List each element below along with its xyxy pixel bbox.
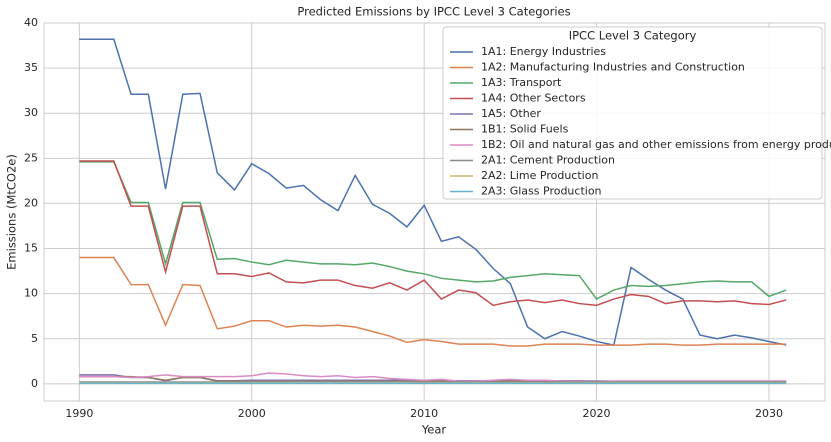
legend-box — [442, 26, 823, 200]
legend-label: 2A2: Lime Production — [481, 169, 598, 182]
series-line — [79, 256, 787, 347]
y-tick-label: 20 — [24, 196, 38, 209]
series-line — [79, 38, 787, 346]
legend-label: 1B1: Solid Fuels — [481, 123, 569, 136]
x-tick-label: 2030 — [755, 407, 783, 420]
y-tick-label: 40 — [24, 16, 38, 29]
y-tick-label: 10 — [24, 287, 38, 300]
x-tick-label: 2020 — [583, 407, 611, 420]
y-tick-label: 25 — [24, 151, 38, 164]
y-tick-label: 30 — [24, 106, 38, 119]
series-line — [79, 161, 787, 301]
legend-label: 1A3: Transport — [481, 76, 562, 89]
series-line — [79, 160, 787, 307]
x-tick-label: 1990 — [65, 407, 93, 420]
legend-label: 1B2: Oil and natural gas and other emiss… — [481, 138, 831, 151]
legend-label: 1A1: Energy Industries — [481, 45, 606, 58]
legend-label: 1A5: Other — [481, 107, 541, 120]
y-tick-label: 0 — [31, 377, 38, 390]
y-tick-label: 5 — [31, 332, 38, 345]
legend-label: 1A2: Manufacturing Industries and Constr… — [481, 61, 745, 74]
y-axis-label: Emissions (MtCO2e) — [5, 154, 19, 270]
legend-label: 2A1: Cement Production — [481, 154, 615, 167]
legend-label: 2A3: Glass Production — [481, 185, 602, 198]
series-line — [79, 372, 787, 383]
x-axis-label: Year — [421, 423, 447, 437]
chart-title: Predicted Emissions by IPCC Level 3 Cate… — [297, 5, 570, 19]
x-tick-label: 2000 — [238, 407, 266, 420]
legend-title: IPCC Level 3 Category — [569, 29, 697, 43]
y-tick-label: 35 — [24, 61, 38, 74]
x-tick-label: 2010 — [410, 407, 438, 420]
y-tick-label: 15 — [24, 242, 38, 255]
legend-label: 1A4: Other Sectors — [481, 92, 586, 105]
